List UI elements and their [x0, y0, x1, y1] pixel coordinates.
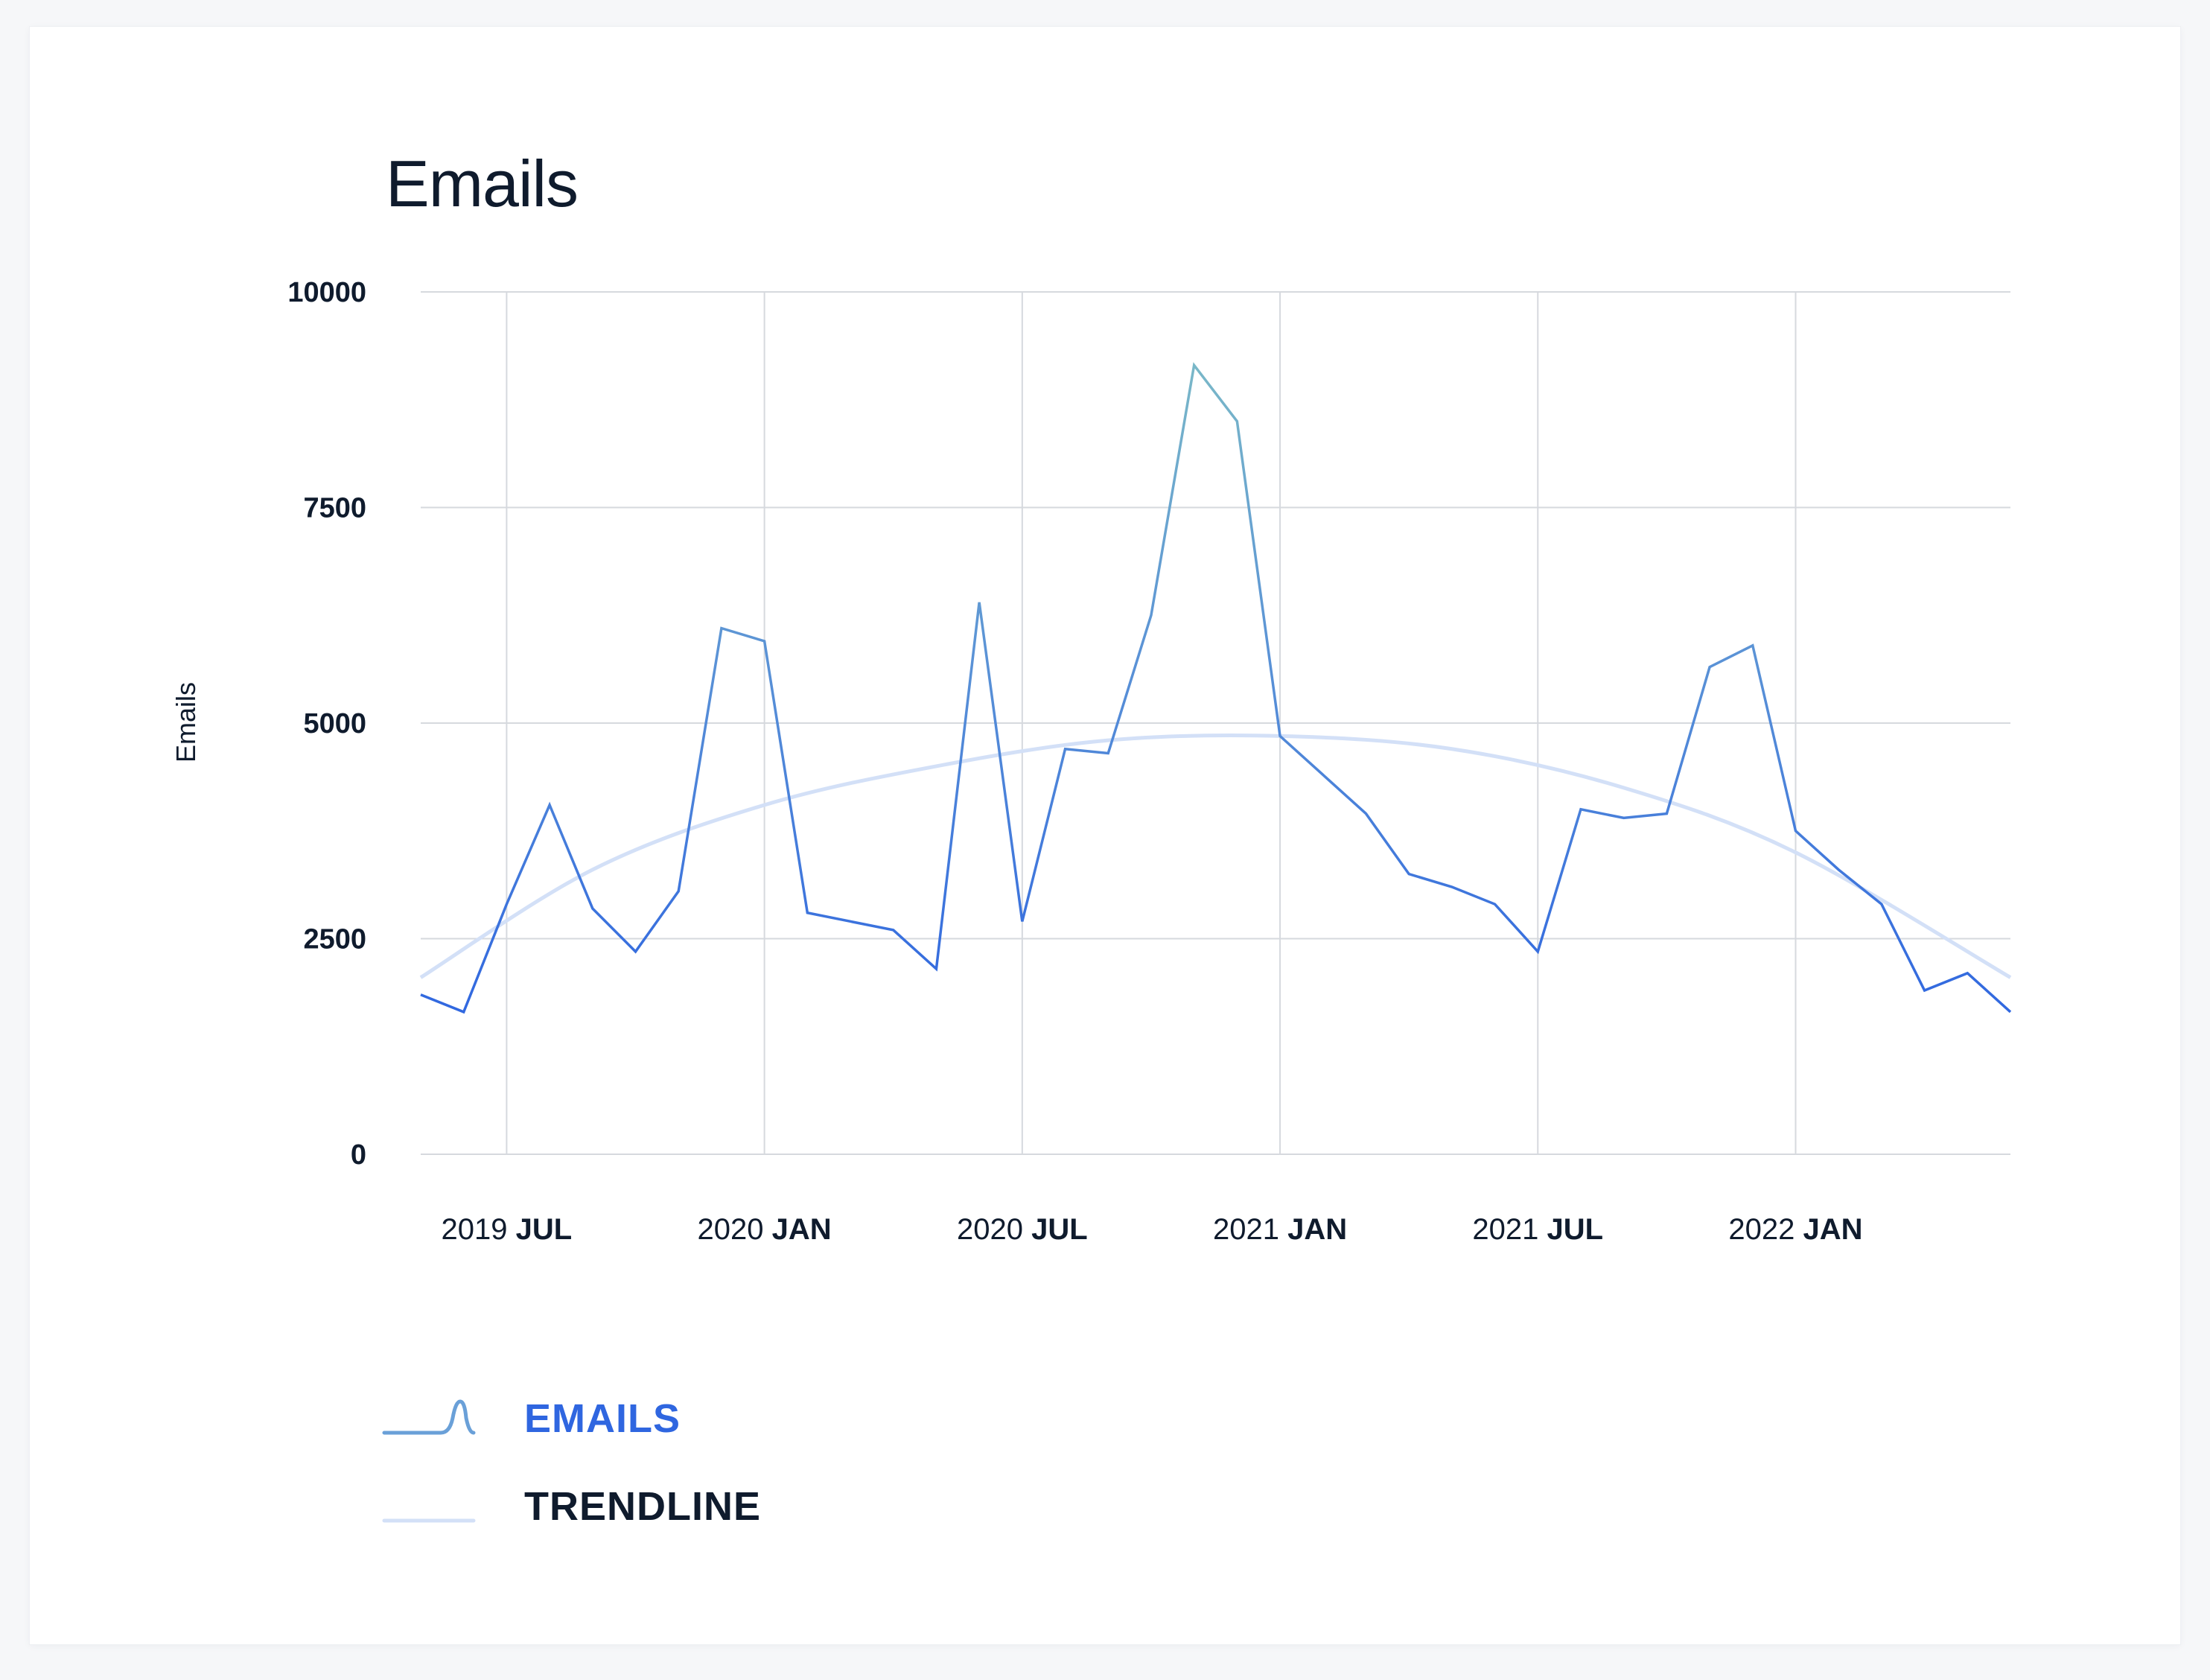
emails-point — [1407, 872, 1411, 876]
series — [418, 362, 2013, 1014]
x-tick-year: 2020 — [957, 1213, 1031, 1246]
emails-point — [1879, 902, 1884, 906]
emails-point — [762, 639, 767, 643]
emails-point — [504, 902, 509, 906]
x-tick-label: 2022 JAN — [1728, 1213, 1862, 1246]
x-tick-label: 2019 JUL — [442, 1213, 573, 1246]
y-tick-label: 0 — [351, 1139, 366, 1171]
emails-point — [1321, 772, 1325, 777]
x-tick-year: 2021 — [1213, 1213, 1287, 1246]
emails-point — [891, 928, 896, 932]
x-tick-label: 2021 JUL — [1472, 1213, 1603, 1246]
emails-point — [934, 967, 938, 971]
emails-point — [1278, 734, 1282, 738]
line-icon — [382, 1518, 476, 1523]
emails-point — [719, 626, 724, 631]
emails-point — [1363, 812, 1368, 816]
emails-point — [1450, 885, 1454, 889]
emails-point — [634, 949, 638, 954]
x-tick-month: JAN — [1803, 1213, 1863, 1246]
emails-point — [590, 906, 595, 911]
emails-series — [420, 362, 2012, 1014]
x-tick-label: 2020 JUL — [957, 1213, 1088, 1246]
emails-point — [676, 889, 681, 894]
emails-point — [1923, 988, 1927, 993]
emails-point — [1793, 829, 1797, 833]
emails-point — [1836, 868, 1841, 872]
emails-point — [1535, 949, 1540, 954]
emails-point — [1063, 747, 1068, 751]
emails-point — [805, 911, 809, 915]
emails-point — [462, 1010, 466, 1014]
emails-point — [1664, 812, 1669, 816]
emails-point — [418, 993, 423, 997]
y-axis-ticks: 0 2500 5000 7500 10000 — [287, 277, 366, 1171]
emails-point — [1751, 643, 1755, 648]
x-tick-month: JAN — [1287, 1213, 1347, 1246]
y-tick-label: 7500 — [303, 493, 366, 524]
emails-point — [1965, 971, 1969, 976]
emails-point — [977, 600, 981, 605]
x-tick-month: JAN — [772, 1213, 832, 1246]
legend-label-trendline: TRENDLINE — [524, 1484, 761, 1529]
emails-point — [1192, 363, 1197, 367]
emails-point — [1149, 613, 1153, 617]
emails-point — [1707, 665, 1712, 669]
x-tick-label: 2020 JAN — [698, 1213, 832, 1246]
x-tick-year: 2020 — [698, 1213, 772, 1246]
chart-card — [30, 27, 2180, 1644]
emails-point — [1493, 902, 1497, 906]
x-tick-month: JUL — [1031, 1213, 1088, 1246]
x-tick-label: 2021 JAN — [1213, 1213, 1347, 1246]
x-axis-ticks: 2019 JUL 2020 JAN 2020 JUL 2021 JAN 2021 JUL… — [442, 1213, 1863, 1246]
trendline-series — [419, 733, 2012, 979]
emails-point — [1106, 751, 1110, 756]
x-tick-year: 2021 — [1472, 1213, 1547, 1246]
emails-point — [1622, 815, 1626, 820]
emails-point — [2008, 1010, 2013, 1014]
line-wave-icon — [382, 1399, 476, 1435]
chart-title: Emails — [386, 147, 579, 220]
y-tick-label: 10000 — [287, 277, 366, 308]
emails-point — [1579, 807, 1583, 812]
emails-point — [547, 803, 552, 807]
y-axis-label: Emails — [171, 682, 201, 763]
emails-point — [1235, 419, 1239, 424]
grid — [421, 291, 2010, 1155]
emails-point — [1020, 919, 1025, 923]
legend-label-emails: EMAILS — [524, 1396, 681, 1441]
x-tick-month: JUL — [1547, 1213, 1604, 1246]
x-tick-month: JUL — [516, 1213, 573, 1246]
x-tick-year: 2019 — [442, 1213, 516, 1246]
emails-point — [848, 919, 853, 923]
y-tick-label: 5000 — [303, 708, 366, 739]
y-tick-label: 2500 — [303, 924, 366, 955]
x-tick-year: 2022 — [1728, 1213, 1803, 1246]
